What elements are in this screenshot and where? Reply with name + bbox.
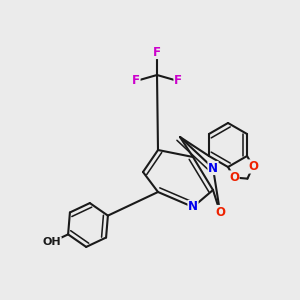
Text: N: N: [208, 161, 218, 175]
Text: F: F: [132, 74, 140, 88]
Text: O: O: [248, 160, 258, 173]
Text: N: N: [188, 200, 198, 214]
Text: OH: OH: [43, 237, 61, 247]
Text: F: F: [153, 46, 161, 59]
Text: O: O: [229, 171, 239, 184]
Text: F: F: [174, 74, 182, 88]
Text: O: O: [215, 206, 225, 218]
